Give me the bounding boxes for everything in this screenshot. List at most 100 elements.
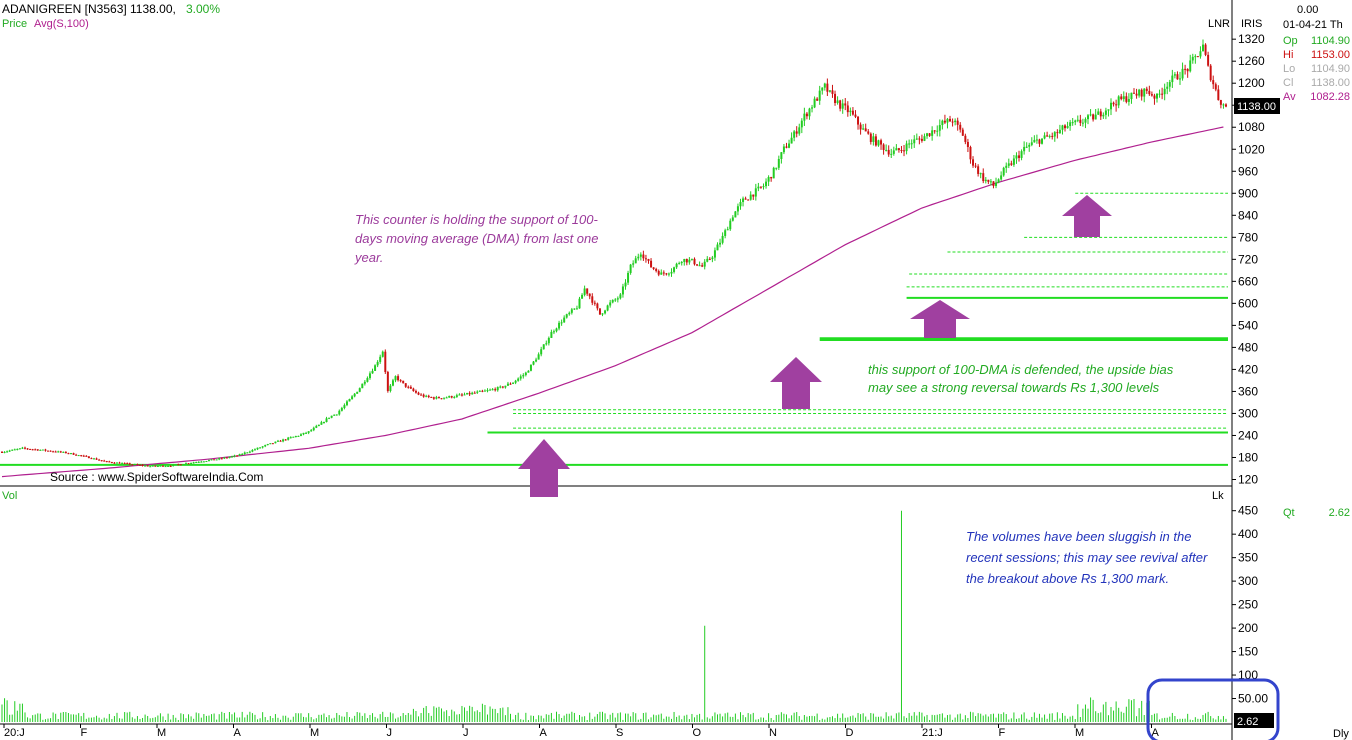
candle-body: [187, 463, 190, 465]
candle-body: [982, 173, 985, 182]
candle-body: [826, 83, 829, 92]
candle-body: [310, 430, 313, 432]
candle-body: [749, 194, 752, 200]
candle-body: [1041, 138, 1044, 144]
candle-body: [1222, 104, 1225, 106]
candle-body: [448, 396, 451, 398]
lk-label: Lk: [1212, 490, 1224, 502]
reversal-note-line-1: this support of 100-DMA is defended, the…: [868, 362, 1174, 377]
candle-body: [690, 258, 693, 260]
candle-body: [667, 273, 670, 275]
candle-body: [420, 394, 423, 396]
candle-body: [979, 173, 982, 175]
candle-body: [294, 435, 297, 437]
candle-body: [504, 385, 507, 388]
candle-body: [450, 396, 453, 398]
candle-body: [138, 464, 141, 466]
time-tick-label: O: [693, 727, 702, 739]
candle-body: [961, 129, 964, 136]
candle-body: [425, 395, 428, 397]
candle-body: [200, 461, 203, 463]
candle-body: [1112, 102, 1115, 105]
time-tick-label: 20:J: [4, 727, 25, 739]
candle-body: [1199, 51, 1202, 57]
candle-body: [384, 351, 387, 373]
candle-body: [8, 450, 11, 452]
candle-body: [1186, 68, 1189, 72]
candle-body: [1133, 92, 1136, 94]
candle-body: [918, 138, 921, 140]
price-tick-label: 240: [1238, 428, 1258, 442]
candle-body: [857, 116, 860, 125]
candle-body: [1115, 104, 1118, 106]
candle-body: [1163, 88, 1166, 95]
candle-body: [315, 426, 318, 428]
candle-body: [716, 244, 719, 251]
candle-body: [499, 386, 502, 388]
up-arrow-4: [1062, 195, 1112, 237]
candle-body: [82, 455, 85, 457]
candle-body: [555, 328, 558, 332]
candle-body: [128, 463, 131, 465]
candle-body: [62, 451, 65, 453]
candle-body: [333, 414, 336, 416]
candle-body: [307, 431, 310, 433]
candle-body: [253, 449, 256, 451]
candle-body: [685, 258, 688, 263]
candle-body: [1069, 122, 1072, 127]
candle-body: [167, 465, 170, 467]
candle-body: [1156, 93, 1159, 99]
candle-body: [1023, 146, 1026, 152]
time-tick-label: S: [616, 727, 623, 739]
candle-body: [16, 448, 19, 450]
candle-body: [928, 133, 931, 136]
candle-body: [785, 146, 788, 148]
source-credit: Source : www.SpiderSoftwareIndia.Com: [50, 470, 263, 484]
candle-body: [1204, 44, 1207, 55]
candle-body: [57, 451, 60, 453]
price-tick-label: 780: [1238, 230, 1258, 244]
volume-note-line-3: the breakout above Rs 1,300 mark.: [966, 571, 1169, 586]
candle-body: [908, 143, 911, 145]
candle-body: [1030, 142, 1033, 145]
open-value: 1104.90: [1311, 35, 1350, 47]
candle-body: [108, 461, 111, 463]
last-price-tag-bg: [1234, 98, 1280, 114]
candle-body: [844, 103, 847, 106]
candle-body: [59, 451, 62, 453]
candle-body: [184, 463, 187, 465]
candle-body: [374, 365, 377, 371]
dma-note-line-2: days moving average (DMA) from last one: [355, 231, 598, 246]
candle-body: [1125, 96, 1128, 102]
candle-body: [524, 372, 527, 376]
candle-body: [969, 147, 972, 160]
candle-body: [701, 265, 704, 267]
candle-body: [238, 454, 241, 456]
info-date: 01-04-21 Th: [1283, 19, 1343, 31]
candle-body: [1214, 84, 1217, 90]
candle-body: [455, 395, 458, 397]
candle-body: [412, 388, 415, 392]
candle-body: [739, 202, 742, 207]
candle-body: [1219, 100, 1222, 105]
candle-body: [98, 459, 101, 461]
candle-body: [606, 305, 609, 311]
candle-body: [159, 465, 162, 467]
candle-body: [100, 460, 103, 462]
candle-body: [381, 351, 384, 357]
candle-body: [432, 397, 435, 399]
candle-body: [964, 135, 967, 142]
candle-body: [724, 230, 727, 236]
candle-body: [1097, 111, 1100, 115]
candle-body: [118, 462, 121, 464]
candle-body: [1225, 104, 1227, 107]
candle-body: [103, 460, 106, 462]
candle-body: [639, 254, 642, 257]
candle-body: [1102, 114, 1105, 117]
candle-body: [172, 464, 175, 467]
candle-body: [941, 120, 944, 126]
candle-body: [126, 463, 129, 465]
candle-body: [202, 461, 205, 463]
candle-body: [1196, 56, 1199, 58]
candle-body: [1005, 165, 1008, 168]
